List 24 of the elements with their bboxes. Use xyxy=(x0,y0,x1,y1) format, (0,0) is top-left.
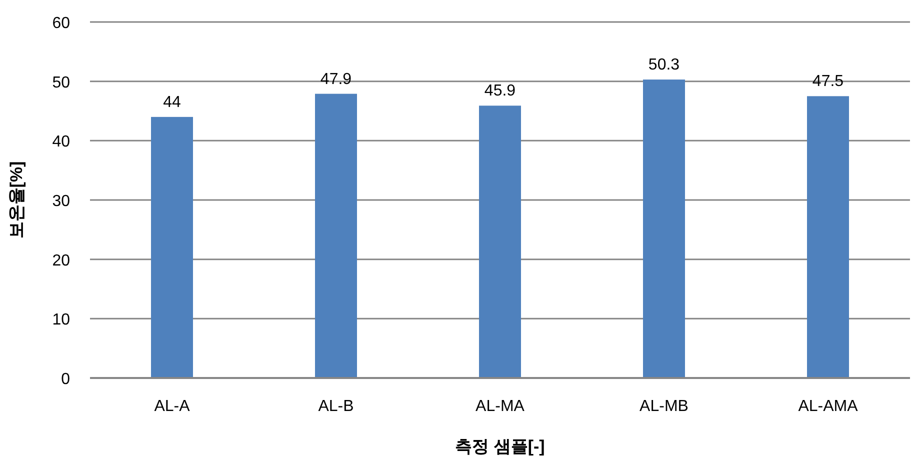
bar xyxy=(479,106,521,378)
bar xyxy=(807,96,849,378)
y-tick-label: 50 xyxy=(52,74,70,92)
y-axis-title: 보온율[%] xyxy=(7,161,26,239)
bar xyxy=(643,80,685,378)
data-label: 47.5 xyxy=(812,73,844,90)
y-tick-label: 10 xyxy=(52,312,70,329)
x-tick-label: AL-B xyxy=(318,398,354,415)
y-tick-label: 60 xyxy=(52,15,70,32)
data-label: 44 xyxy=(163,94,181,111)
bar xyxy=(315,94,357,378)
data-label: 50.3 xyxy=(648,56,680,74)
x-axis-title: 측정 샘플[-] xyxy=(455,437,545,456)
y-tick-label: 20 xyxy=(52,252,70,270)
x-tick-label: AL-AMA xyxy=(798,398,858,415)
x-tick-label: AL-MA xyxy=(476,398,525,415)
data-label: 45.9 xyxy=(484,82,516,100)
x-tick-label: AL-MB xyxy=(640,398,688,415)
bar xyxy=(151,116,193,378)
data-label: 47.9 xyxy=(320,70,352,88)
y-tick-label: 0 xyxy=(61,371,70,388)
y-tick-label: 40 xyxy=(52,134,70,151)
y-tick-label: 30 xyxy=(52,193,70,210)
x-tick-label: AL-A xyxy=(154,398,190,415)
